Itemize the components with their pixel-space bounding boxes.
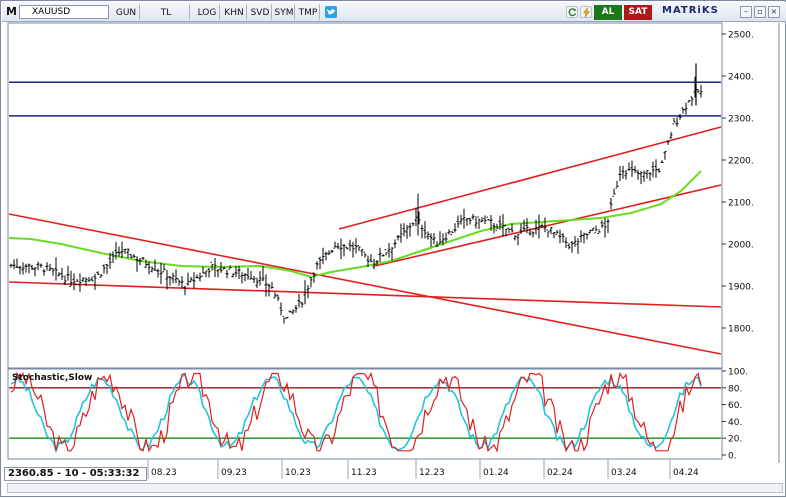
candle-button[interactable]: KHN bbox=[221, 4, 247, 20]
twitter-icon[interactable] bbox=[325, 6, 337, 18]
price-tick-label: 1900. bbox=[728, 283, 754, 293]
cursor-readout: 2360.85 - 10 - 05:33:32 bbox=[4, 467, 147, 481]
time-label: 03.24 bbox=[611, 468, 637, 478]
stoch-tick-label: 60. bbox=[728, 401, 742, 411]
price-tick-label: 2000. bbox=[728, 241, 754, 251]
time-label: 09.23 bbox=[221, 468, 247, 478]
template-button[interactable]: TMP bbox=[296, 4, 320, 20]
refresh-icon[interactable] bbox=[566, 6, 578, 18]
price-tick-label: 2500. bbox=[728, 31, 754, 41]
minimize-button[interactable]: – bbox=[740, 6, 752, 18]
symbol-text: XAUUSD bbox=[32, 7, 71, 17]
symbol-input[interactable]: XAUUSD bbox=[19, 5, 109, 19]
stoch-panel bbox=[7, 368, 723, 460]
stoch-tick-label: 40. bbox=[728, 418, 742, 428]
stoch-slow-line bbox=[10, 373, 702, 454]
currency-button[interactable]: TL bbox=[142, 4, 190, 20]
price-tick-label: 1800. bbox=[728, 325, 754, 335]
restore-button[interactable]: ▫ bbox=[754, 6, 766, 18]
stoch-title: Stochastic,Slow bbox=[12, 373, 92, 383]
time-label: 02.24 bbox=[547, 468, 573, 478]
log-button[interactable]: LOG bbox=[194, 4, 220, 20]
moving-average-line bbox=[8, 170, 702, 279]
price-tick-label: 2200. bbox=[728, 157, 754, 167]
time-label: 10.23 bbox=[285, 468, 311, 478]
price-tick-label: 2400. bbox=[728, 73, 754, 83]
sell-button[interactable]: SAT bbox=[624, 5, 652, 20]
price-tick-label: 2300. bbox=[728, 115, 754, 125]
lightning-icon[interactable] bbox=[580, 6, 592, 18]
channel-lower-line bbox=[374, 184, 722, 267]
time-label: 11.23 bbox=[351, 468, 377, 478]
stoch-tick-label: 0. bbox=[728, 452, 737, 462]
symbol-button[interactable]: SYM bbox=[273, 4, 295, 20]
menu-m[interactable]: M bbox=[6, 5, 17, 18]
volume-button[interactable]: SVD bbox=[248, 4, 272, 20]
support-line-flat bbox=[8, 281, 722, 308]
price-panel bbox=[7, 22, 723, 369]
close-button[interactable]: × bbox=[768, 6, 780, 18]
toolbar: M XAUUSD GUN TL LOG KHN SVD SYM TMP AL S… bbox=[2, 2, 786, 22]
downtrend-line bbox=[8, 213, 722, 355]
price-tick-label: 2100. bbox=[728, 199, 754, 209]
period-button[interactable]: GUN bbox=[112, 4, 140, 20]
channel-upper-line bbox=[338, 126, 722, 230]
time-label: 12.23 bbox=[419, 468, 445, 478]
stoch-tick-label: 100. bbox=[728, 368, 748, 378]
stoch-fast-line bbox=[10, 371, 702, 453]
buy-button[interactable]: AL bbox=[594, 5, 622, 20]
stoch-tick-label: 20. bbox=[728, 435, 742, 445]
time-label: 08.23 bbox=[151, 468, 177, 478]
time-label: 01.24 bbox=[483, 468, 509, 478]
horizontal-scrollbar[interactable] bbox=[7, 483, 783, 493]
time-label: 04.24 bbox=[673, 468, 699, 478]
stoch-tick-label: 80. bbox=[728, 384, 742, 394]
brand-logo: MATRiKS bbox=[662, 5, 719, 16]
